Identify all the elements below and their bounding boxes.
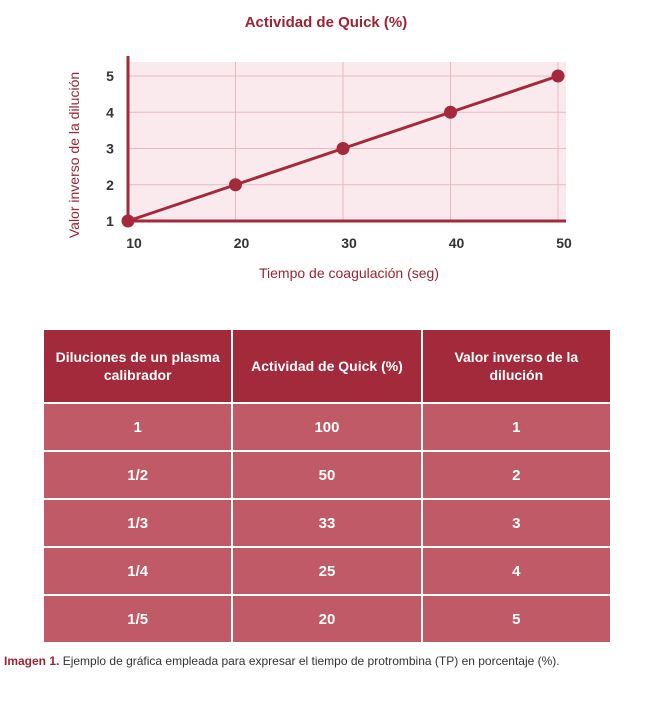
table-cell: 1/4 <box>41 546 234 596</box>
y-axis-label: Valor inverso de la dilución <box>66 72 82 238</box>
table-cell: 2 <box>420 450 613 500</box>
x-tick-label: 40 <box>449 235 465 251</box>
table-cell: 1 <box>41 402 234 452</box>
column-header: Diluciones de un plasma calibrador <box>41 328 234 404</box>
table-row: 1/2 50 2 <box>41 450 613 500</box>
table-row: 1/5 20 5 <box>41 594 613 644</box>
table-cell: 3 <box>420 498 613 548</box>
table-cell: 1 <box>420 402 613 452</box>
caption-text: Ejemplo de gráfica empleada para expresa… <box>62 654 560 668</box>
plot-area <box>128 62 566 221</box>
table-header-row: Diluciones de un plasma calibrador Activ… <box>41 328 613 404</box>
table-cell: 33 <box>231 498 423 548</box>
x-tick-label: 10 <box>126 235 142 251</box>
table-row: 1 100 1 <box>41 402 613 452</box>
y-tick-label: 5 <box>106 68 114 84</box>
table-cell: 5 <box>420 594 613 644</box>
table-cell: 4 <box>420 546 613 596</box>
figure-caption: Imagen 1. Ejemplo de gráfica empleada pa… <box>4 654 604 669</box>
x-tick-label: 30 <box>341 235 357 251</box>
data-point <box>444 105 457 119</box>
table-cell: 20 <box>231 594 423 644</box>
table-cell: 25 <box>231 546 423 596</box>
caption-label: Imagen 1. <box>4 654 60 668</box>
y-tick-label: 4 <box>106 104 114 120</box>
data-point <box>336 142 350 155</box>
y-tick-label: 1 <box>106 213 114 229</box>
table-cell: 1/5 <box>41 594 234 644</box>
x-axis-label: Tiempo de coagulación (seg) <box>259 265 439 281</box>
y-tick-label: 2 <box>106 177 114 193</box>
y-tick-label: 3 <box>106 141 114 157</box>
table-cell: 1/2 <box>41 450 234 500</box>
column-header: Actividad de Quick (%) <box>231 328 423 404</box>
table-cell: 100 <box>231 402 423 452</box>
data-point <box>551 69 565 83</box>
table-row: 1/4 25 4 <box>41 546 613 596</box>
line-chart: 10 20 30 40 50 1 2 3 4 5 Tiempo de coagulación (se… <box>66 56 572 281</box>
x-tick-label: 50 <box>556 235 572 251</box>
table-cell: 1/3 <box>41 498 234 548</box>
x-tick-label: 20 <box>234 235 250 251</box>
table-cell: 50 <box>231 450 423 500</box>
table-row: 1/3 33 3 <box>41 498 613 548</box>
data-point <box>229 178 242 192</box>
column-header: Valor inverso de la dilución <box>420 328 613 404</box>
chart-title: Actividad de Quick (%) <box>244 14 408 31</box>
data-point <box>121 214 135 228</box>
data-table: Diluciones de un plasma calibrador Activ… <box>41 328 613 644</box>
